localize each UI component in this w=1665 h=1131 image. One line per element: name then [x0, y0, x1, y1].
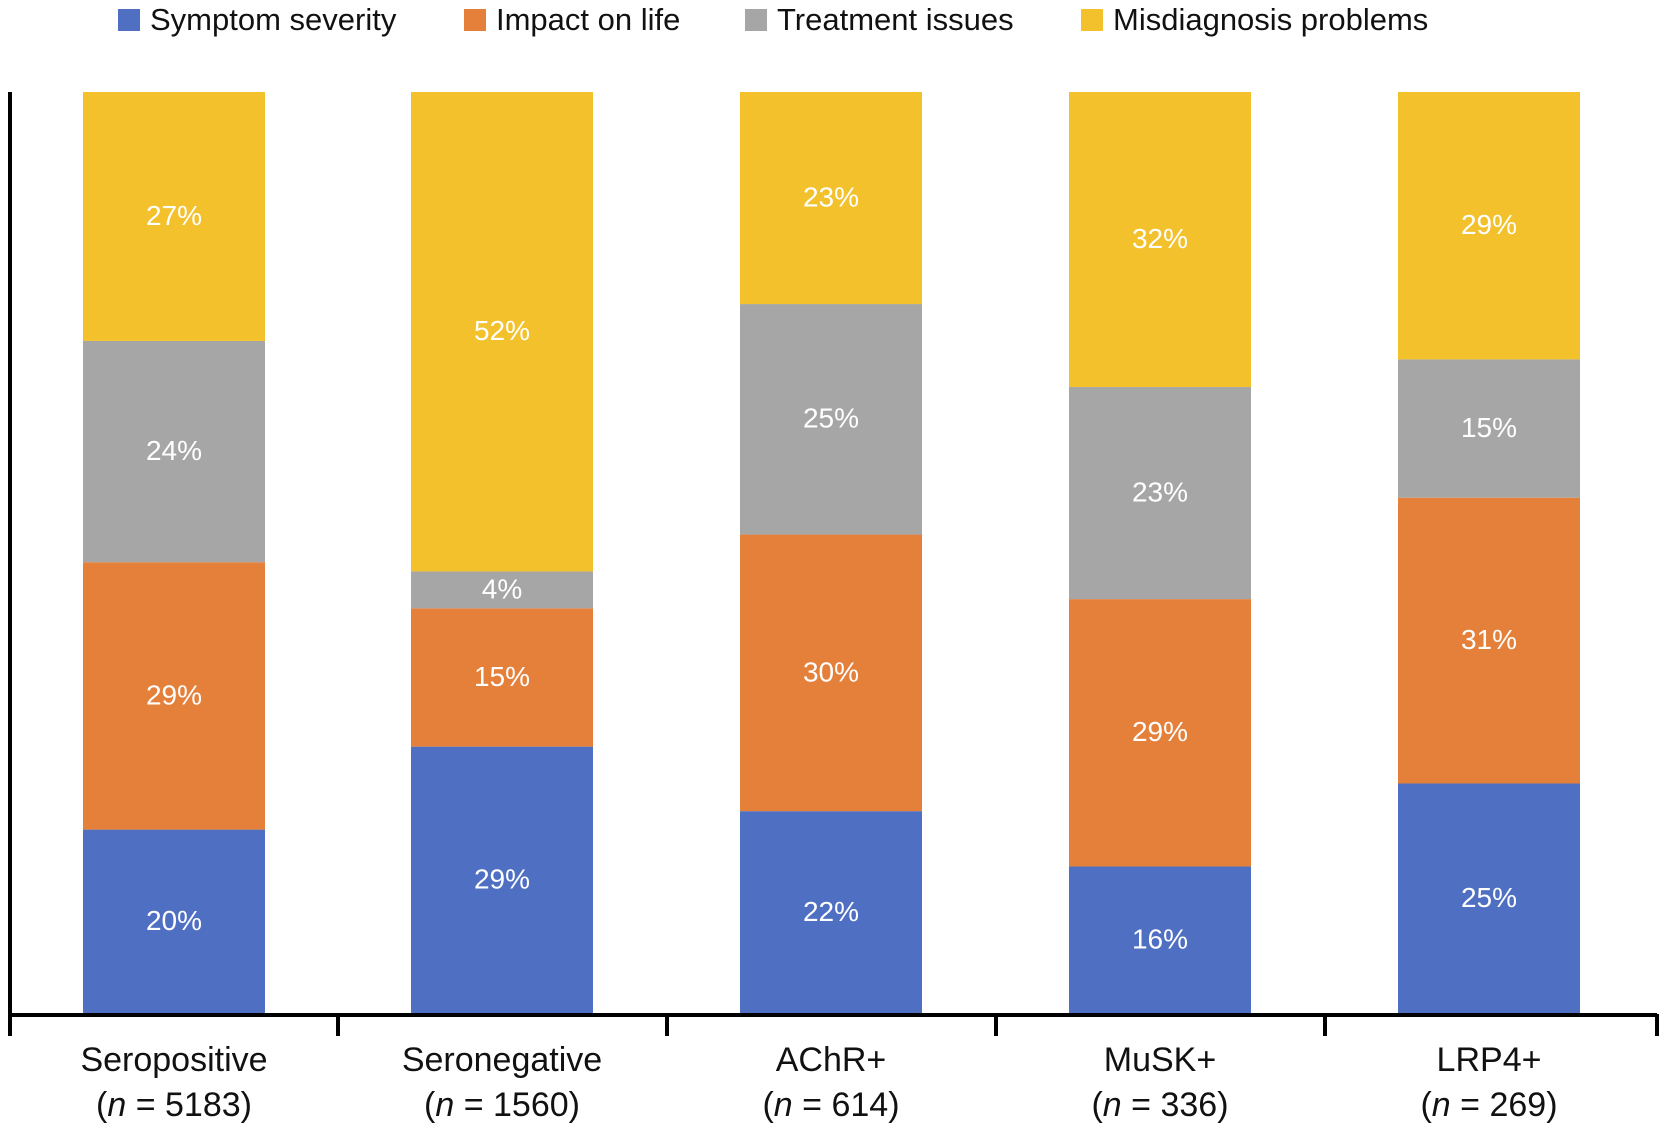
bar-segment-seropositive-impact-on-life: [83, 562, 265, 830]
category-label-achr-: AChR+: [776, 1041, 887, 1079]
data-label-lrp4--symptom-severity: 25%: [1461, 882, 1517, 913]
data-label-seronegative-symptom-severity: 29%: [474, 864, 530, 895]
data-label-achr--treatment-issues: 25%: [803, 403, 859, 434]
legend-item-treatment-issues: Treatment issues: [745, 2, 1014, 38]
bar-segment-lrp4--impact-on-life: [1398, 497, 1580, 784]
data-label-musk--misdiagnosis-problems: 32%: [1132, 223, 1188, 254]
data-label-seronegative-impact-on-life: 15%: [474, 661, 530, 692]
bar-segment-musk--misdiagnosis-problems: [1069, 92, 1251, 388]
data-label-seronegative-treatment-issues: 4%: [482, 573, 522, 604]
sample-size-label-seropositive: (n = 5183): [96, 1086, 252, 1124]
data-label-lrp4--impact-on-life: 31%: [1461, 624, 1517, 655]
legend-label-misdiagnosis-problems: Misdiagnosis problems: [1113, 2, 1429, 37]
bar-segment-lrp4--treatment-issues: [1398, 359, 1580, 498]
sample-size-label-achr-: (n = 614): [762, 1086, 899, 1124]
data-label-musk--impact-on-life: 29%: [1132, 716, 1188, 747]
legend-item-impact-on-life: Impact on life: [464, 2, 680, 38]
data-label-seropositive-misdiagnosis-problems: 27%: [146, 200, 202, 231]
bar-segment-seropositive-treatment-issues: [83, 340, 265, 563]
data-label-lrp4--treatment-issues: 15%: [1461, 412, 1517, 443]
sample-size-label-lrp4-: (n = 269): [1420, 1086, 1557, 1124]
sample-size-label-musk-: (n = 336): [1091, 1086, 1228, 1124]
category-label-seronegative: Seronegative: [402, 1041, 602, 1079]
bar-segment-musk--impact-on-life: [1069, 599, 1251, 867]
bar-segment-seronegative-misdiagnosis-problems: [411, 92, 593, 572]
data-label-seropositive-symptom-severity: 20%: [146, 905, 202, 936]
legend-item-misdiagnosis-problems: Misdiagnosis problems: [1081, 2, 1428, 38]
chart-legend: Symptom severity Impact on life Treatmen…: [0, 0, 1665, 44]
data-label-seropositive-impact-on-life: 29%: [146, 679, 202, 710]
bar-segment-musk--symptom-severity: [1069, 866, 1251, 1014]
data-label-musk--treatment-issues: 23%: [1132, 476, 1188, 507]
legend-label-impact-on-life: Impact on life: [496, 2, 681, 37]
category-label-lrp4-: LRP4+: [1437, 1041, 1542, 1079]
data-label-seronegative-misdiagnosis-problems: 52%: [474, 315, 530, 346]
category-label-seropositive: Seropositive: [80, 1041, 267, 1079]
legend-label-symptom-severity: Symptom severity: [150, 2, 397, 37]
category-label-musk-: MuSK+: [1104, 1041, 1216, 1079]
data-label-lrp4--misdiagnosis-problems: 29%: [1461, 209, 1517, 240]
data-label-achr--impact-on-life: 30%: [803, 656, 859, 687]
data-label-musk--symptom-severity: 16%: [1132, 924, 1188, 955]
bar-segment-achr--symptom-severity: [740, 811, 922, 1014]
legend-swatch-impact-on-life: [464, 9, 486, 31]
bar-segment-achr--impact-on-life: [740, 534, 922, 812]
data-label-achr--misdiagnosis-problems: 23%: [803, 181, 859, 212]
bar-segment-musk--treatment-issues: [1069, 387, 1251, 600]
legend-swatch-treatment-issues: [745, 9, 767, 31]
bar-segment-seropositive-symptom-severity: [83, 829, 265, 1014]
legend-swatch-symptom-severity: [118, 9, 140, 31]
legend-label-treatment-issues: Treatment issues: [777, 2, 1014, 37]
sample-size-label-seronegative: (n = 1560): [424, 1086, 580, 1124]
bar-segment-achr--treatment-issues: [740, 304, 922, 535]
data-label-achr--symptom-severity: 22%: [803, 896, 859, 927]
bar-segment-seronegative-treatment-issues: [411, 571, 593, 609]
legend-item-symptom-severity: Symptom severity: [118, 2, 396, 38]
bar-segment-seropositive-misdiagnosis-problems: [83, 92, 265, 341]
bar-segment-achr--misdiagnosis-problems: [740, 92, 922, 305]
bar-segment-lrp4--misdiagnosis-problems: [1398, 92, 1580, 360]
data-label-seropositive-treatment-issues: 24%: [146, 435, 202, 466]
bar-segment-seronegative-impact-on-life: [411, 608, 593, 747]
bar-segment-lrp4--symptom-severity: [1398, 783, 1580, 1014]
legend-swatch-misdiagnosis-problems: [1081, 9, 1103, 31]
bar-segment-seronegative-symptom-severity: [411, 746, 593, 1014]
